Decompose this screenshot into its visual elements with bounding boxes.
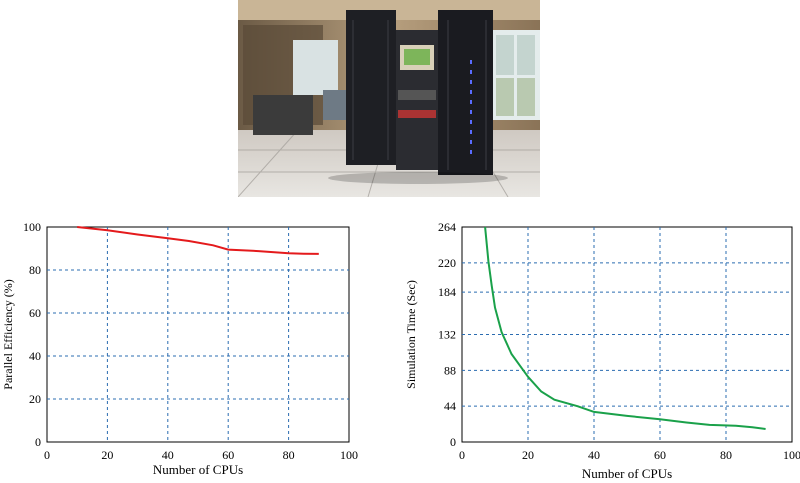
y-tick-label: 44 xyxy=(444,399,456,413)
x-tick-label: 40 xyxy=(162,448,174,462)
x-tick-label: 0 xyxy=(459,448,465,462)
y-tick-label: 40 xyxy=(29,349,41,363)
y-axis-label: Simulation Time (Sec) xyxy=(404,280,418,389)
x-axis-label: Number of CPUs xyxy=(582,466,672,481)
parallel-efficiency-chart: 0 20 40 60 80 100 0 20 40 60 80 100 Number of CPUs Pa… xyxy=(1,220,358,477)
x-tick-label: 100 xyxy=(340,448,358,462)
simulation-time-chart: 0 20 40 60 80 100 0 44 88 132 184 220 264 Number of C… xyxy=(404,220,800,481)
x-tick-label: 20 xyxy=(522,448,534,462)
y-tick-label: 20 xyxy=(29,392,41,406)
y-tick-label: 80 xyxy=(29,263,41,277)
y-tick-label: 220 xyxy=(438,256,456,270)
server-room-image xyxy=(238,0,540,197)
y-tick-label: 88 xyxy=(444,363,456,377)
y-tick-label: 132 xyxy=(438,328,456,342)
x-tick-label: 40 xyxy=(588,448,600,462)
series-line xyxy=(484,226,766,430)
y-tick-label: 60 xyxy=(29,306,41,320)
y-axis-label: Parallel Efficiency (%) xyxy=(1,279,15,389)
x-tick-label: 60 xyxy=(654,448,666,462)
x-tick-label: 0 xyxy=(44,448,50,462)
server-rack-photo xyxy=(238,0,540,197)
x-tick-label: 20 xyxy=(101,448,113,462)
y-tick-label: 264 xyxy=(438,220,456,234)
y-tick-label: 0 xyxy=(35,435,41,449)
y-tick-label: 100 xyxy=(23,220,41,234)
x-axis-label: Number of CPUs xyxy=(153,462,243,477)
x-tick-label: 60 xyxy=(222,448,234,462)
x-tick-label: 100 xyxy=(783,448,800,462)
x-tick-label: 80 xyxy=(720,448,732,462)
x-tick-label: 80 xyxy=(283,448,295,462)
plot-frame xyxy=(46,226,350,443)
series-line xyxy=(77,226,319,255)
y-tick-label: 0 xyxy=(450,435,456,449)
y-tick-label: 184 xyxy=(438,285,456,299)
